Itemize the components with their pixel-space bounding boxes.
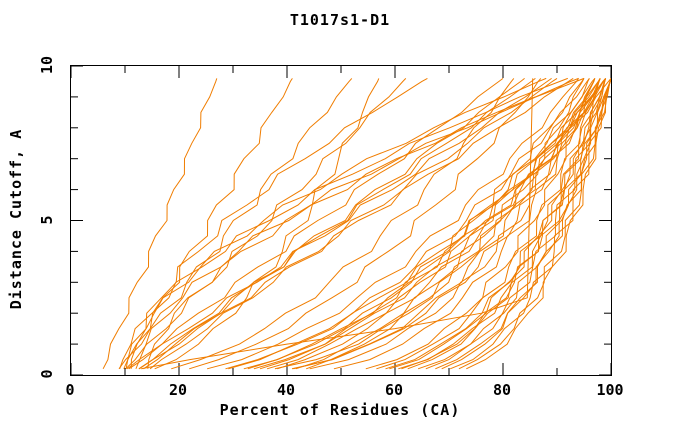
model-curve <box>365 78 596 370</box>
chart-title: T1017s1-D1 <box>289 11 391 29</box>
x-tick-label: 0 <box>65 381 75 399</box>
plot-area <box>70 65 612 376</box>
x-tick-label: 40 <box>276 381 296 399</box>
model-curve <box>128 77 552 370</box>
model-curve <box>118 78 353 370</box>
model-curve <box>398 78 611 370</box>
model-curve <box>291 78 601 370</box>
model-curve <box>171 78 515 370</box>
model-curve <box>243 78 607 370</box>
model-curve <box>228 78 590 370</box>
x-axis-title: Percent of Residues (CA) <box>219 401 461 419</box>
model-curve <box>139 77 574 370</box>
model-curve <box>125 78 407 370</box>
model-curve <box>125 77 547 369</box>
model-curve <box>123 78 293 369</box>
model-curve <box>154 78 380 370</box>
model-curve <box>466 78 611 370</box>
x-tick-label: 100 <box>596 381 624 399</box>
model-curve <box>206 78 580 370</box>
model-curve <box>309 78 596 370</box>
model-curve <box>135 77 585 369</box>
x-tick-label: 80 <box>492 381 512 399</box>
model-curve <box>141 78 534 370</box>
model-curve <box>458 78 611 370</box>
model-curve <box>389 78 607 370</box>
model-curve <box>435 78 611 370</box>
model-curve <box>130 77 428 369</box>
model-curve <box>149 77 558 370</box>
model-curve <box>253 78 611 370</box>
plot-svg <box>71 66 611 375</box>
model-curve <box>259 78 585 370</box>
model-curve <box>138 78 536 370</box>
model-curve <box>376 78 601 370</box>
model-curve <box>417 78 611 370</box>
model-curve <box>441 78 607 370</box>
model-curve <box>293 78 590 370</box>
model-curve <box>425 78 607 370</box>
x-tick-label: 20 <box>168 381 188 399</box>
model-curve <box>189 78 542 370</box>
y-axis-title: Distance Cutoff, A <box>7 128 25 310</box>
model-curve <box>385 78 607 370</box>
x-tick-label: 60 <box>384 381 404 399</box>
model-curve <box>225 78 606 370</box>
model-curve <box>295 78 601 370</box>
model-curve <box>119 77 568 369</box>
model-curve <box>102 78 218 370</box>
model-curve <box>306 78 607 370</box>
